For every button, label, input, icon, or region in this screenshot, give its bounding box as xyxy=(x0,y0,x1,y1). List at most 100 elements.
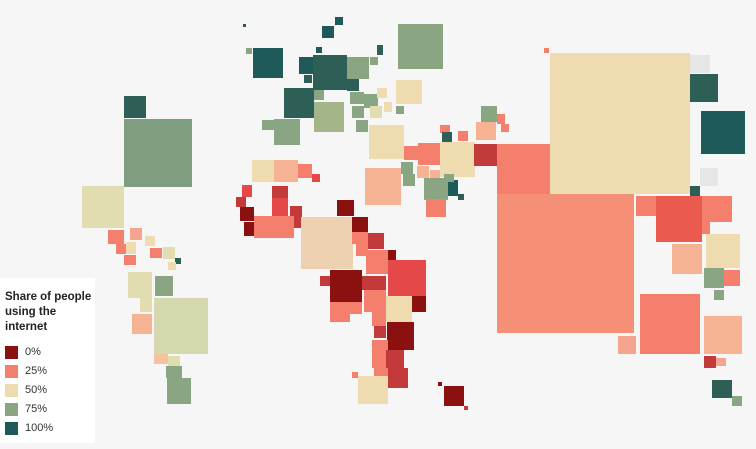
country-tile[interactable] xyxy=(313,55,347,90)
country-tile[interactable] xyxy=(352,217,368,233)
country-tile[interactable] xyxy=(701,111,745,154)
country-tile[interactable] xyxy=(401,162,413,174)
country-tile[interactable] xyxy=(712,380,732,398)
country-tile[interactable] xyxy=(320,276,330,286)
country-tile[interactable] xyxy=(242,185,252,197)
country-tile[interactable] xyxy=(352,232,368,244)
country-tile[interactable] xyxy=(358,376,388,404)
country-tile[interactable] xyxy=(377,88,387,98)
country-tile[interactable] xyxy=(330,302,350,322)
country-tile[interactable] xyxy=(387,322,414,350)
country-tile[interactable] xyxy=(369,125,404,159)
country-tile[interactable] xyxy=(290,206,302,218)
country-tile[interactable] xyxy=(716,358,726,366)
country-tile[interactable] xyxy=(175,258,181,264)
country-tile[interactable] xyxy=(444,386,464,406)
country-tile[interactable] xyxy=(140,298,152,312)
country-tile[interactable] xyxy=(404,146,418,160)
country-tile[interactable] xyxy=(145,236,155,246)
country-tile[interactable] xyxy=(243,24,246,27)
country-tile[interactable] xyxy=(544,48,549,53)
country-tile[interactable] xyxy=(274,119,300,145)
country-tile[interactable] xyxy=(272,198,288,216)
country-tile[interactable] xyxy=(312,174,320,182)
country-tile[interactable] xyxy=(132,314,152,334)
country-tile[interactable] xyxy=(386,350,404,368)
country-tile[interactable] xyxy=(372,354,386,368)
country-tile[interactable] xyxy=(154,298,208,354)
country-tile[interactable] xyxy=(352,106,364,118)
country-tile[interactable] xyxy=(124,96,146,118)
country-tile[interactable] xyxy=(704,268,724,288)
country-tile[interactable] xyxy=(377,45,383,55)
country-tile[interactable] xyxy=(236,197,246,207)
country-tile[interactable] xyxy=(444,174,454,182)
country-tile[interactable] xyxy=(732,396,742,406)
country-tile[interactable] xyxy=(476,122,496,140)
country-tile[interactable] xyxy=(155,276,173,296)
country-tile[interactable] xyxy=(270,216,294,238)
country-tile[interactable] xyxy=(154,354,168,364)
country-tile[interactable] xyxy=(501,124,509,132)
country-tile[interactable] xyxy=(458,131,468,141)
country-tile[interactable] xyxy=(702,222,710,234)
country-tile[interactable] xyxy=(163,247,175,259)
country-tile[interactable] xyxy=(448,180,458,196)
country-tile[interactable] xyxy=(714,290,724,300)
country-tile[interactable] xyxy=(150,248,162,258)
country-tile[interactable] xyxy=(253,48,283,78)
country-tile[interactable] xyxy=(700,168,718,186)
country-tile[interactable] xyxy=(364,290,386,312)
country-tile[interactable] xyxy=(704,316,742,354)
country-tile[interactable] xyxy=(474,144,498,166)
country-tile[interactable] xyxy=(706,234,740,268)
country-tile[interactable] xyxy=(304,75,312,83)
country-tile[interactable] xyxy=(335,17,343,25)
country-tile[interactable] xyxy=(337,200,354,216)
country-tile[interactable] xyxy=(497,144,550,194)
country-tile[interactable] xyxy=(274,160,298,182)
country-tile[interactable] xyxy=(330,270,362,302)
country-tile[interactable] xyxy=(240,207,254,221)
country-tile[interactable] xyxy=(458,194,464,200)
country-tile[interactable] xyxy=(82,186,124,228)
country-tile[interactable] xyxy=(370,106,382,118)
country-tile[interactable] xyxy=(438,382,442,386)
country-tile[interactable] xyxy=(442,132,452,142)
country-tile[interactable] xyxy=(364,94,378,108)
country-tile[interactable] xyxy=(384,102,392,112)
country-tile[interactable] xyxy=(403,174,415,186)
country-tile[interactable] xyxy=(299,57,315,74)
country-tile[interactable] xyxy=(126,242,136,254)
country-tile[interactable] xyxy=(246,48,252,54)
country-tile[interactable] xyxy=(272,186,288,198)
country-tile[interactable] xyxy=(347,79,359,91)
country-tile[interactable] xyxy=(464,406,468,410)
country-tile[interactable] xyxy=(116,244,126,254)
country-tile[interactable] xyxy=(347,57,369,79)
country-tile[interactable] xyxy=(244,222,254,236)
country-tile[interactable] xyxy=(356,120,368,132)
country-tile[interactable] xyxy=(640,294,700,354)
country-tile[interactable] xyxy=(316,47,322,53)
country-tile[interactable] xyxy=(672,244,702,274)
country-tile[interactable] xyxy=(388,368,408,388)
country-tile[interactable] xyxy=(368,233,384,249)
country-tile[interactable] xyxy=(690,55,710,73)
country-tile[interactable] xyxy=(424,178,448,200)
country-tile[interactable] xyxy=(350,302,362,314)
country-tile[interactable] xyxy=(294,218,302,228)
country-tile[interactable] xyxy=(396,80,422,104)
country-tile[interactable] xyxy=(702,196,732,222)
country-tile[interactable] xyxy=(656,196,702,242)
country-tile[interactable] xyxy=(724,270,740,286)
country-tile[interactable] xyxy=(356,244,368,256)
country-tile[interactable] xyxy=(412,296,426,312)
country-tile[interactable] xyxy=(166,366,182,378)
country-tile[interactable] xyxy=(254,216,270,238)
country-tile[interactable] xyxy=(372,312,386,326)
country-tile[interactable] xyxy=(128,272,152,298)
country-tile[interactable] xyxy=(374,326,386,338)
country-tile[interactable] xyxy=(284,88,314,118)
country-tile[interactable] xyxy=(168,356,180,366)
